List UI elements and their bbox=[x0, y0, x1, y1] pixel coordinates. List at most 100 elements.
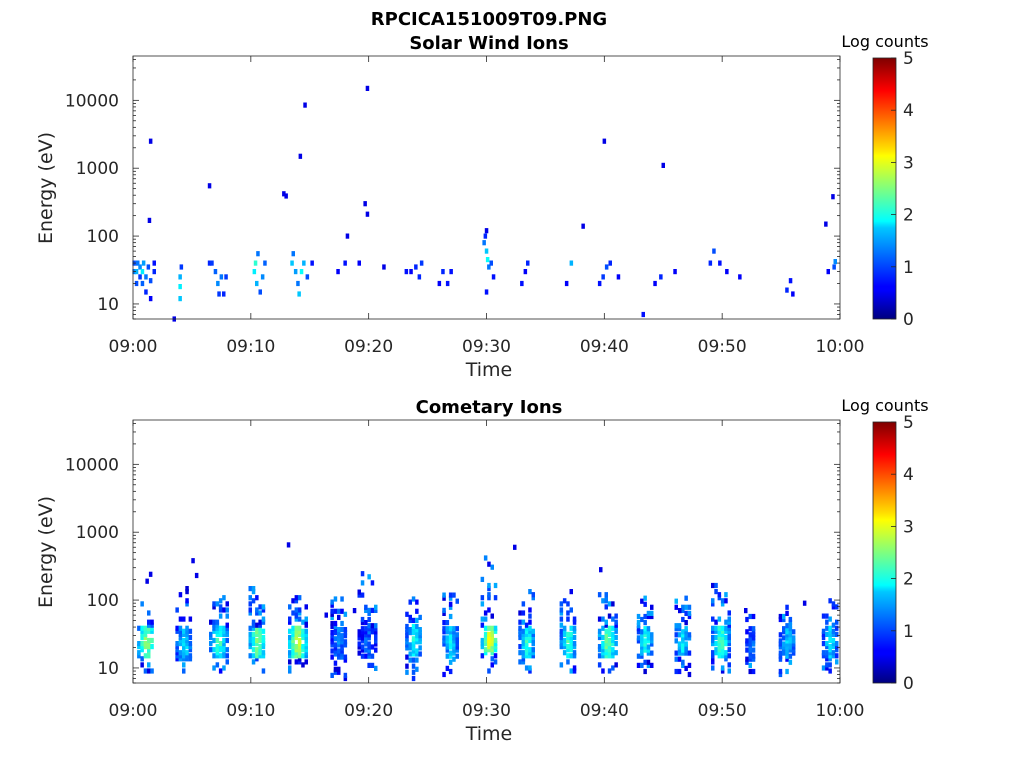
heatmap-cell bbox=[681, 659, 685, 665]
heatmap-cell bbox=[643, 668, 647, 675]
heatmap-cell bbox=[681, 604, 685, 610]
heatmap-cell bbox=[147, 653, 151, 659]
heatmap-cell bbox=[720, 641, 725, 647]
heatmap-cell bbox=[248, 595, 252, 601]
heatmap-cell bbox=[448, 653, 453, 659]
heatmap-cell bbox=[717, 644, 722, 650]
x-tick-label: 10:00 bbox=[816, 337, 865, 357]
heatmap-cell bbox=[364, 653, 368, 659]
heatmap-cell bbox=[490, 644, 494, 650]
heatmap-cell bbox=[143, 634, 148, 641]
heatmap-cell bbox=[521, 659, 526, 665]
heatmap-cell bbox=[524, 653, 529, 659]
heatmap-cell bbox=[674, 598, 678, 604]
heatmap-cell bbox=[572, 641, 577, 647]
heatmap-cell bbox=[333, 608, 338, 614]
heatmap-cell bbox=[148, 296, 153, 302]
heatmap-cell bbox=[452, 635, 456, 641]
heatmap-cell bbox=[825, 653, 829, 659]
heatmap-cell bbox=[528, 647, 532, 653]
heatmap-cell bbox=[294, 628, 299, 634]
heatmap-cell bbox=[364, 647, 368, 653]
heatmap-cell bbox=[261, 604, 266, 610]
scatter-point bbox=[382, 264, 386, 270]
heatmap-cell bbox=[137, 644, 141, 650]
heatmap-cell bbox=[288, 653, 292, 659]
heatmap-cell bbox=[521, 631, 526, 637]
heatmap-cell bbox=[212, 601, 216, 607]
heatmap-cell bbox=[255, 607, 259, 613]
heatmap-cell bbox=[442, 671, 446, 678]
heatmap-cell bbox=[718, 260, 722, 266]
heatmap-cell bbox=[611, 634, 615, 641]
heatmap-cell bbox=[409, 269, 413, 275]
heatmap-cell bbox=[727, 628, 731, 634]
heatmap-cell bbox=[225, 637, 229, 644]
heatmap-cell bbox=[604, 634, 608, 641]
heatmap-cell bbox=[251, 619, 256, 625]
heatmap-cell bbox=[643, 613, 647, 620]
heatmap-cell bbox=[788, 632, 793, 638]
heatmap-cell bbox=[255, 647, 259, 653]
heatmap-cell bbox=[340, 639, 344, 645]
heatmap-cell bbox=[140, 644, 144, 650]
heatmap-cell bbox=[524, 631, 529, 637]
heatmap-cell bbox=[261, 637, 266, 644]
heatmap-cell bbox=[745, 656, 749, 662]
heatmap-cell bbox=[294, 607, 299, 613]
heatmap-cell bbox=[785, 610, 789, 616]
heatmap-cell bbox=[825, 631, 829, 637]
heatmap-cell bbox=[687, 671, 692, 678]
heatmap-cell bbox=[448, 638, 453, 644]
heatmap-cell bbox=[791, 638, 796, 644]
heatmap-cell bbox=[330, 599, 334, 605]
heatmap-cell bbox=[748, 632, 752, 638]
x-tick-label: 09:50 bbox=[698, 701, 747, 721]
heatmap-cell bbox=[487, 592, 491, 598]
heatmap-cell bbox=[411, 657, 416, 663]
y-axis-label: Energy (eV) bbox=[35, 132, 57, 244]
heatmap-cell bbox=[333, 645, 338, 651]
heatmap-cell bbox=[374, 647, 378, 653]
heatmap-cell bbox=[370, 629, 375, 635]
heatmap-cell bbox=[490, 650, 494, 656]
heatmap-cell bbox=[297, 616, 302, 622]
heatmap-cell bbox=[340, 620, 344, 627]
heatmap-cell bbox=[248, 634, 252, 641]
heatmap-cell bbox=[337, 669, 341, 675]
heatmap-cell bbox=[650, 662, 654, 668]
heatmap-cell bbox=[337, 627, 341, 633]
heatmap-cell bbox=[835, 604, 839, 610]
heatmap-cell bbox=[261, 644, 266, 650]
scatter-point bbox=[148, 138, 153, 144]
heatmap-cell bbox=[294, 598, 299, 604]
heatmap-cell bbox=[445, 280, 450, 287]
heatmap-cell bbox=[748, 638, 752, 644]
heatmap-cell bbox=[288, 619, 292, 625]
heatmap-cell bbox=[140, 601, 144, 607]
heatmap-cell bbox=[528, 650, 532, 656]
heatmap-cell bbox=[408, 645, 412, 651]
heatmap-cell bbox=[748, 662, 752, 668]
heatmap-cell bbox=[493, 637, 498, 644]
heatmap-cell bbox=[778, 638, 783, 644]
heatmap-cell bbox=[604, 628, 608, 634]
heatmap-cell bbox=[640, 638, 644, 644]
heatmap-cell bbox=[364, 629, 368, 635]
heatmap-cell bbox=[778, 656, 783, 662]
heatmap-cell bbox=[185, 641, 189, 647]
heatmap-cell bbox=[360, 592, 365, 598]
heatmap-cell bbox=[562, 650, 567, 656]
heatmap-cell bbox=[442, 635, 446, 641]
heatmap-cell bbox=[455, 632, 459, 638]
heatmap-cell bbox=[677, 647, 682, 653]
heatmap-cell bbox=[222, 647, 226, 653]
heatmap-cell bbox=[255, 650, 259, 656]
heatmap-cell bbox=[597, 662, 602, 668]
heatmap-cell bbox=[490, 637, 494, 644]
heatmap-cell bbox=[785, 287, 789, 293]
heatmap-cell bbox=[143, 668, 148, 674]
x-tick-label: 09:30 bbox=[462, 337, 511, 357]
heatmap-cell bbox=[607, 668, 612, 674]
heatmap-cell bbox=[828, 644, 832, 650]
